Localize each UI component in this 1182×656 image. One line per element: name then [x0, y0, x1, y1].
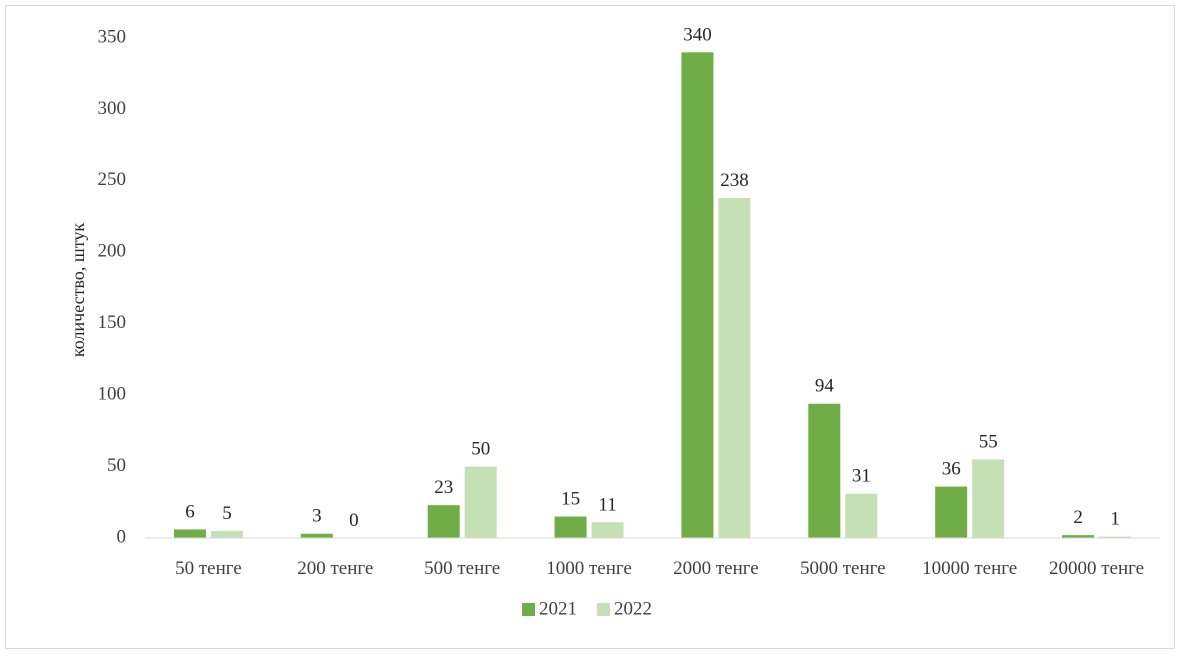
data-label: 5 — [222, 503, 232, 524]
bar-2021-2 — [427, 505, 460, 538]
data-label: 94 — [815, 376, 835, 397]
data-label: 31 — [852, 466, 871, 487]
x-tick-label: 2000 тенге — [673, 558, 759, 579]
data-label: 55 — [979, 431, 998, 452]
y-tick-label: 50 — [107, 455, 126, 476]
data-label: 15 — [561, 489, 580, 510]
data-label: 0 — [349, 510, 359, 531]
data-label: 23 — [434, 477, 453, 498]
bar-2022-7 — [1099, 536, 1132, 538]
y-axis-ticks: 0 50 100 150 200 250 300 350 — [98, 26, 127, 547]
bar-2021-5 — [808, 403, 841, 538]
y-tick-label: 200 — [98, 241, 127, 262]
legend-swatch-2021 — [522, 603, 535, 616]
legend: 2021 2022 — [522, 598, 652, 619]
x-axis-labels: 50 тенге 200 тенге 500 тенге 1000 тенге 2000… — [175, 558, 1144, 579]
bar-2021-1 — [300, 533, 333, 538]
legend-label-2021: 2021 — [539, 598, 577, 619]
legend-label-2022: 2022 — [614, 598, 652, 619]
bar-2022-3 — [591, 522, 624, 538]
bars — [173, 52, 1132, 539]
bar-2022-4 — [718, 198, 751, 538]
y-tick-label: 0 — [117, 526, 127, 547]
bar-2021-4 — [681, 52, 714, 539]
x-tick-label: 20000 тенге — [1049, 558, 1144, 579]
x-tick-label: 5000 тенге — [800, 558, 886, 579]
bar-2021-3 — [554, 516, 587, 538]
y-tick-label: 300 — [98, 98, 127, 119]
bar-2022-6 — [972, 459, 1005, 538]
chart-frame — [5, 5, 1175, 649]
x-tick-label: 50 тенге — [175, 558, 242, 579]
data-label: 1 — [1110, 509, 1120, 530]
data-labels: 6 5 3 0 23 50 15 11 340 238 94 31 36 55 2 1 — [185, 24, 1120, 531]
data-label: 238 — [720, 170, 749, 191]
bar-2022-2 — [464, 466, 497, 538]
bar-2021-0 — [173, 529, 206, 538]
data-label: 11 — [598, 494, 616, 515]
data-label: 3 — [312, 506, 322, 527]
data-label: 36 — [942, 459, 961, 480]
data-label: 6 — [185, 501, 195, 522]
x-tick-label: 500 тенге — [424, 558, 500, 579]
y-tick-label: 250 — [98, 169, 127, 190]
x-tick-label: 1000 тенге — [546, 558, 632, 579]
legend-swatch-2022 — [597, 603, 610, 616]
y-tick-label: 350 — [98, 26, 127, 47]
y-tick-label: 100 — [98, 384, 127, 405]
x-tick-label: 200 тенге — [297, 558, 373, 579]
data-label: 2 — [1073, 507, 1083, 528]
y-tick-label: 150 — [98, 312, 127, 333]
y-axis-title: количество, штук — [68, 223, 88, 357]
data-label: 340 — [683, 24, 712, 45]
bar-2021-7 — [1062, 535, 1095, 538]
bar-2021-6 — [935, 486, 968, 538]
bar-2022-5 — [845, 493, 878, 538]
data-label: 50 — [471, 439, 490, 460]
x-tick-label: 10000 тенге — [922, 558, 1017, 579]
bar-2022-0 — [210, 530, 243, 538]
